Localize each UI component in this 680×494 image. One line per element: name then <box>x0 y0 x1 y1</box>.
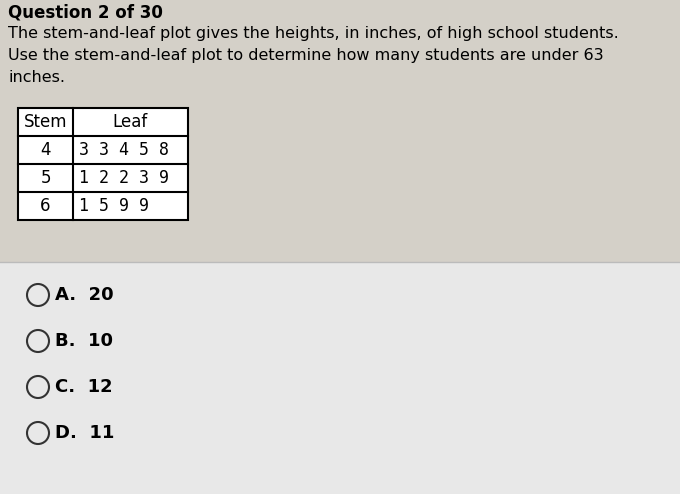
Text: Use the stem-and-leaf plot to determine how many students are under 63: Use the stem-and-leaf plot to determine … <box>8 48 604 63</box>
Text: C.  12: C. 12 <box>55 378 113 396</box>
Text: Leaf: Leaf <box>113 113 148 131</box>
Text: The stem-and-leaf plot gives the heights, in inches, of high school students.: The stem-and-leaf plot gives the heights… <box>8 26 619 41</box>
Text: 1 5 9 9: 1 5 9 9 <box>79 197 149 215</box>
Text: Question 2 of 30: Question 2 of 30 <box>8 4 163 22</box>
Text: A.  20: A. 20 <box>55 286 114 304</box>
Text: inches.: inches. <box>8 70 65 85</box>
Text: 5: 5 <box>40 169 51 187</box>
Bar <box>0 0 680 262</box>
Text: 6: 6 <box>40 197 51 215</box>
Bar <box>18 108 188 220</box>
Text: D.  11: D. 11 <box>55 424 114 442</box>
Text: 1 2 2 3 9: 1 2 2 3 9 <box>79 169 169 187</box>
Text: B.  10: B. 10 <box>55 332 113 350</box>
Text: Stem: Stem <box>24 113 67 131</box>
Text: 3 3 4 5 8: 3 3 4 5 8 <box>79 141 169 159</box>
Bar <box>0 262 680 494</box>
Text: 4: 4 <box>40 141 51 159</box>
